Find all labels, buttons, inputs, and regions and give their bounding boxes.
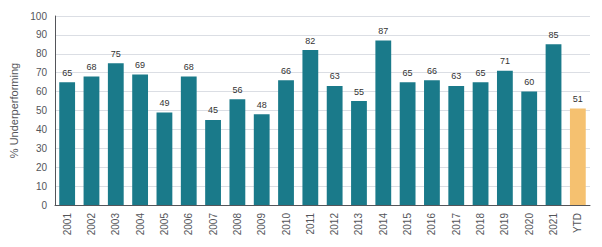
svg-text:2015: 2015 [402,213,413,236]
svg-text:2019: 2019 [499,213,510,236]
svg-text:2014: 2014 [378,213,389,236]
svg-text:2009: 2009 [256,213,267,236]
svg-text:63: 63 [451,71,461,81]
svg-text:2018: 2018 [475,213,486,236]
svg-text:2005: 2005 [159,213,170,236]
svg-text:10: 10 [36,181,48,192]
svg-text:48: 48 [257,100,267,110]
svg-text:66: 66 [427,66,437,76]
svg-text:49: 49 [159,98,169,108]
svg-text:2001: 2001 [62,213,73,236]
svg-text:30: 30 [36,143,48,154]
svg-text:60: 60 [524,77,534,87]
svg-text:68: 68 [86,62,96,72]
svg-text:2021: 2021 [548,213,559,236]
svg-text:2006: 2006 [183,213,194,236]
svg-text:87: 87 [378,26,388,36]
svg-text:20: 20 [36,162,48,173]
svg-text:63: 63 [330,71,340,81]
svg-text:2011: 2011 [305,213,316,235]
svg-text:2013: 2013 [353,213,364,236]
svg-text:60: 60 [36,86,48,97]
svg-text:50: 50 [36,105,48,116]
svg-text:2007: 2007 [208,213,219,236]
svg-text:65: 65 [476,68,486,78]
svg-text:YTD: YTD [572,213,583,233]
svg-text:40: 40 [36,124,48,135]
svg-text:2002: 2002 [86,213,97,236]
svg-text:65: 65 [403,68,413,78]
svg-text:80: 80 [36,48,48,59]
svg-text:82: 82 [305,36,315,46]
svg-text:2003: 2003 [110,213,121,236]
svg-text:56: 56 [232,85,242,95]
svg-text:45: 45 [208,105,218,115]
svg-text:2016: 2016 [426,213,437,236]
svg-text:2010: 2010 [281,213,292,236]
svg-text:% Underperforming: % Underperforming [8,63,20,158]
svg-text:70: 70 [36,67,48,78]
svg-text:68: 68 [184,62,194,72]
svg-text:85: 85 [549,30,559,40]
svg-text:51: 51 [573,94,583,104]
svg-text:65: 65 [62,68,72,78]
svg-text:66: 66 [281,66,291,76]
svg-text:0: 0 [41,200,47,211]
svg-text:100: 100 [30,11,47,22]
svg-text:75: 75 [111,49,121,59]
svg-text:2017: 2017 [451,213,462,236]
svg-text:55: 55 [354,87,364,97]
svg-text:2004: 2004 [135,213,146,236]
svg-text:90: 90 [36,29,48,40]
svg-text:2020: 2020 [524,213,535,236]
svg-text:69: 69 [135,60,145,70]
svg-text:71: 71 [500,56,510,66]
svg-text:2008: 2008 [232,213,243,236]
svg-text:2012: 2012 [329,213,340,236]
